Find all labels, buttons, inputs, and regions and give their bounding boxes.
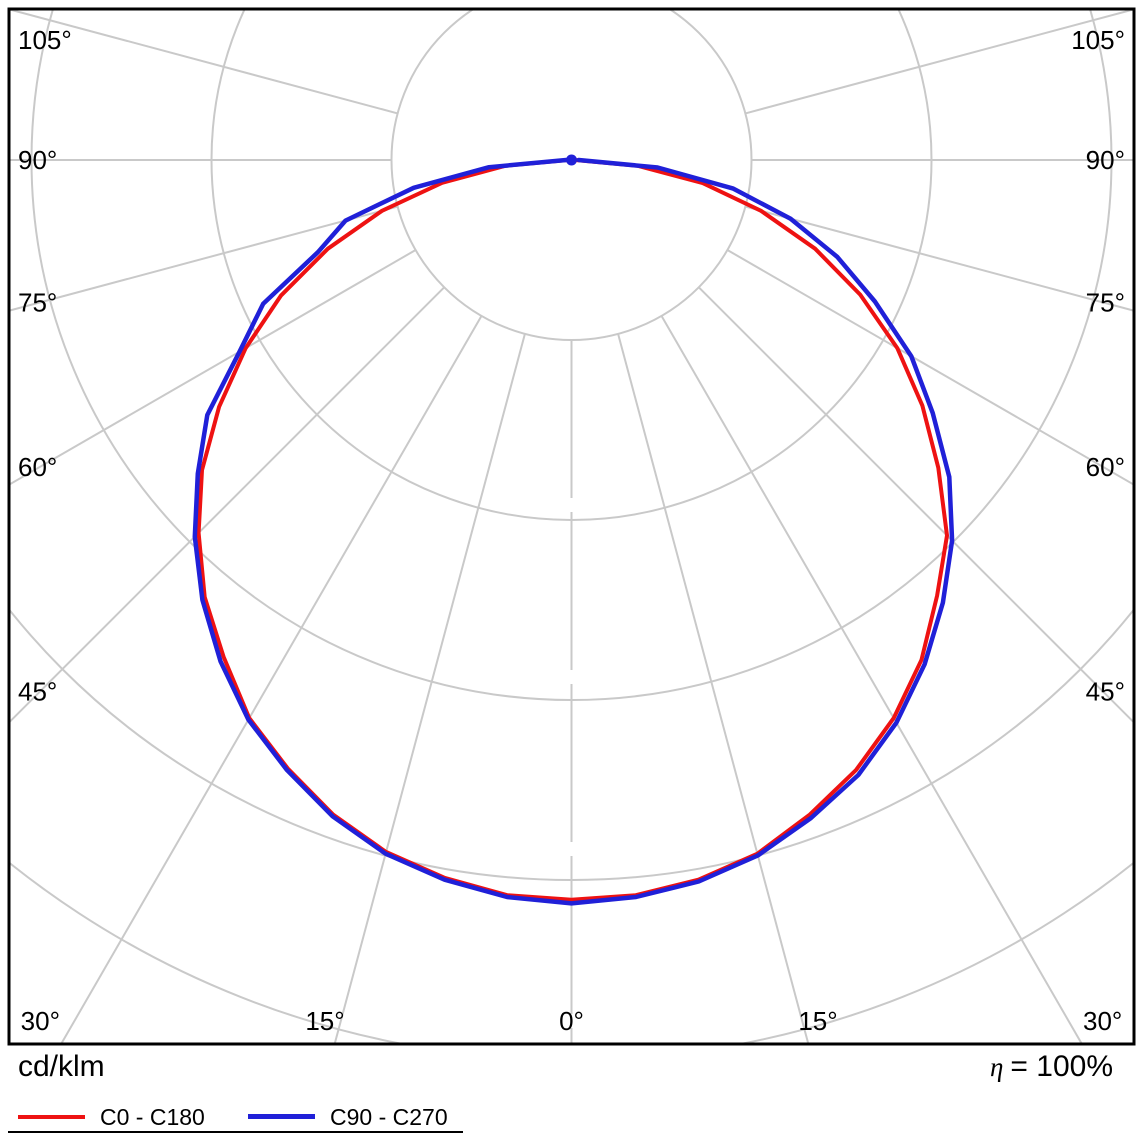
origin-marker-dot bbox=[566, 154, 577, 166]
angle-label-right: 90° bbox=[1086, 145, 1125, 175]
angle-label-bottom: 15° bbox=[305, 1006, 344, 1036]
grid-radial-line bbox=[745, 10, 1133, 115]
curve-c90-c270 bbox=[192, 157, 955, 906]
polar-grid bbox=[10, 10, 1133, 1043]
angle-label-right: 45° bbox=[1086, 677, 1125, 707]
grid-radial-line bbox=[660, 315, 1083, 1043]
angle-label-left: 60° bbox=[18, 452, 57, 482]
angle-label-bottom: 30° bbox=[21, 1006, 60, 1036]
curve-c0-c180 bbox=[196, 158, 949, 902]
angle-tick-labels: 105° 105° 90° 90° 75° 75° 60° 60° 45° 45° 30° 15° 0°… bbox=[18, 25, 1125, 1036]
angle-label-bottom: 30° bbox=[1083, 1006, 1122, 1036]
legend-swatch-c0 bbox=[18, 1115, 85, 1119]
radial-unit-label: cd/klm bbox=[18, 1050, 105, 1083]
grid-radial-line bbox=[10, 205, 398, 312]
grid-ring bbox=[390, 10, 753, 341]
legend-underline bbox=[8, 1131, 463, 1133]
legend-label-c0: C0 - C180 bbox=[100, 1104, 205, 1130]
legend-swatch-c90 bbox=[248, 1114, 315, 1119]
plot-border bbox=[7, 7, 1136, 1046]
angle-label-left: 45° bbox=[18, 677, 57, 707]
angle-label-right: 75° bbox=[1086, 287, 1125, 317]
grid-radial-line bbox=[10, 10, 398, 115]
angle-label-right: 105° bbox=[1071, 25, 1125, 55]
grid-radial-line bbox=[698, 286, 1133, 723]
polar-plot-svg: 105° 105° 90° 90° 75° 75° 60° 60° 45° 45° 30° 15° 0°… bbox=[7, 7, 1136, 1046]
grid-radial-line bbox=[617, 333, 810, 1043]
angle-label-bottom: 0° bbox=[559, 1006, 584, 1036]
grid-radial-line bbox=[745, 205, 1133, 312]
angle-label-bottom: 15° bbox=[798, 1006, 837, 1036]
efficiency-label: η = 100% bbox=[990, 1050, 1113, 1084]
angle-label-right: 60° bbox=[1086, 452, 1125, 482]
grid-radial-line bbox=[10, 249, 417, 486]
legend-label-c90: C90 - C270 bbox=[330, 1104, 448, 1130]
grid-radial-line bbox=[726, 249, 1133, 486]
angle-label-left: 75° bbox=[18, 287, 57, 317]
angle-label-left: 90° bbox=[18, 145, 57, 175]
angle-label-left: 105° bbox=[18, 25, 72, 55]
grid-radial-line bbox=[60, 315, 483, 1043]
grid-radial-line bbox=[333, 333, 526, 1043]
eta-symbol: η bbox=[990, 1052, 1004, 1082]
grid-radial-line bbox=[10, 286, 445, 723]
eta-value: = 100% bbox=[1010, 1050, 1113, 1083]
